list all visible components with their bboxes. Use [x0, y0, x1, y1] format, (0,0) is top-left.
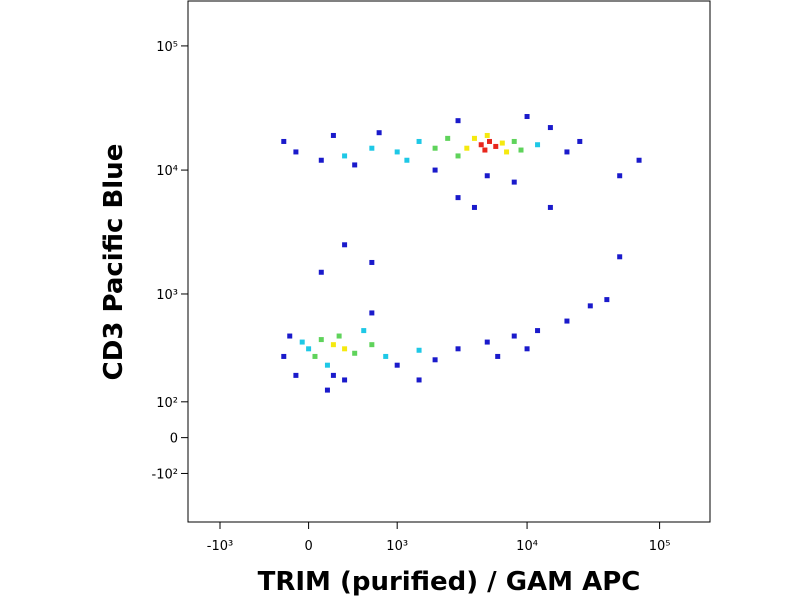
- data-point: [524, 346, 530, 352]
- data-point: [330, 132, 336, 138]
- data-point: [524, 114, 530, 120]
- data-point: [299, 339, 305, 345]
- y-tick-label: -10²: [152, 467, 178, 482]
- data-point: [394, 149, 400, 155]
- data-point: [312, 353, 318, 359]
- data-point: [281, 353, 287, 359]
- data-point: [455, 195, 461, 201]
- data-point: [404, 157, 410, 163]
- data-point: [281, 138, 287, 144]
- y-tick-label: 10³: [156, 288, 178, 303]
- data-point: [416, 347, 422, 353]
- data-point: [484, 173, 490, 179]
- data-point: [518, 147, 524, 153]
- y-tick-label: 10²: [156, 396, 178, 411]
- data-point: [318, 269, 324, 275]
- y-axis-title: CD3 Pacific Blue: [99, 144, 129, 381]
- data-point: [330, 342, 336, 348]
- data-point: [416, 138, 422, 144]
- data-point: [432, 145, 438, 151]
- data-point: [293, 149, 299, 155]
- data-point: [547, 125, 553, 131]
- x-axis-title: TRIM (purified) / GAM APC: [258, 567, 641, 597]
- data-point: [636, 157, 642, 163]
- data-point: [342, 377, 348, 383]
- data-point: [369, 145, 375, 151]
- data-point: [455, 118, 461, 124]
- data-point: [330, 372, 336, 378]
- data-point: [383, 353, 389, 359]
- data-point: [535, 328, 541, 334]
- data-point: [493, 143, 499, 149]
- data-point: [564, 149, 570, 155]
- data-point: [495, 353, 501, 359]
- data-point: [432, 357, 438, 363]
- data-point: [369, 310, 375, 316]
- data-point: [535, 142, 541, 148]
- data-point: [369, 342, 375, 348]
- data-point: [455, 153, 461, 159]
- x-tick-label: 10⁵: [649, 539, 671, 554]
- data-point: [293, 372, 299, 378]
- data-point: [484, 132, 490, 138]
- data-point: [478, 142, 484, 148]
- y-tick-label: 0: [170, 432, 178, 447]
- data-point: [376, 130, 382, 136]
- data-point: [445, 135, 451, 141]
- data-point: [577, 138, 583, 144]
- data-point: [416, 377, 422, 383]
- data-point: [455, 346, 461, 352]
- y-tick-label: 10⁴: [156, 164, 178, 179]
- data-point: [587, 303, 593, 309]
- data-point: [306, 346, 312, 352]
- data-point: [336, 333, 342, 339]
- data-point: [318, 157, 324, 163]
- y-tick-label: 10⁵: [156, 40, 178, 55]
- data-point: [352, 162, 358, 168]
- x-tick-label: 10⁴: [516, 539, 538, 554]
- data-point: [604, 297, 610, 303]
- data-point: [324, 362, 330, 368]
- data-point: [342, 346, 348, 352]
- data-point: [617, 173, 623, 179]
- data-point: [432, 167, 438, 173]
- data-point: [352, 350, 358, 356]
- x-tick-label: 10³: [386, 539, 408, 554]
- data-point: [464, 145, 470, 151]
- plot-frame: [187, 0, 711, 523]
- data-point: [511, 138, 517, 144]
- data-point: [486, 138, 492, 144]
- data-point: [324, 387, 330, 393]
- data-point: [564, 318, 570, 324]
- data-point: [342, 153, 348, 159]
- data-point: [617, 254, 623, 260]
- data-point: [369, 259, 375, 265]
- data-point: [484, 339, 490, 345]
- x-tick-label: -10³: [207, 539, 233, 554]
- data-point: [471, 135, 477, 141]
- data-point: [361, 328, 367, 334]
- data-point: [511, 333, 517, 339]
- data-point: [342, 242, 348, 248]
- x-tick-label: 0: [304, 539, 312, 554]
- data-point: [547, 204, 553, 210]
- data-point: [287, 333, 293, 339]
- data-point: [318, 337, 324, 343]
- data-point: [511, 179, 517, 185]
- data-point: [471, 204, 477, 210]
- data-point: [504, 149, 510, 155]
- data-point: [482, 147, 488, 153]
- data-point: [394, 362, 400, 368]
- data-point: [499, 140, 505, 146]
